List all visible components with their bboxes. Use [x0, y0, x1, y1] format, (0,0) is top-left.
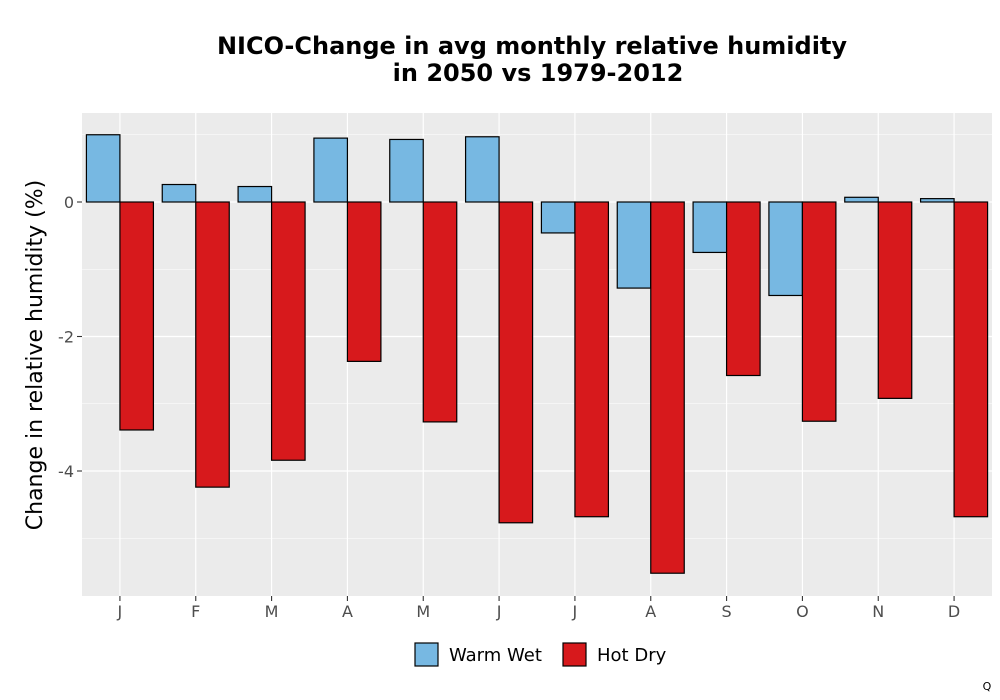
y-tick-label: -4 [58, 462, 74, 481]
bar-hot-dry [725, 201, 761, 377]
x-tick-label: A [645, 602, 656, 621]
bar-hot-dry [346, 201, 382, 362]
x-tick-label: S [722, 602, 732, 621]
bar-hot-dry [801, 201, 837, 422]
bar-hot-dry [877, 201, 913, 399]
plot-panel [82, 113, 992, 596]
minor-gridlines [82, 134, 992, 539]
x-tick-label: M [265, 602, 279, 621]
bar-hot-dry [953, 201, 989, 518]
bar-warm-wet [919, 198, 955, 203]
bar-hot-dry [574, 201, 610, 518]
x-tick-label: N [872, 602, 884, 621]
x-tick-label: J [496, 602, 502, 621]
corner-mark: Q [983, 680, 992, 693]
bar-hot-dry [195, 201, 230, 488]
chart-title-line-2: in 2050 vs 1979-2012 [393, 59, 684, 87]
x-tick-label: F [191, 602, 200, 621]
bar-warm-wet [85, 134, 121, 203]
y-tick-label: 0 [64, 193, 74, 212]
legend-key-warm-wet [414, 642, 439, 667]
bar-warm-wet [237, 185, 273, 203]
x-tick-label: J [572, 602, 578, 621]
bar-hot-dry [422, 201, 458, 423]
chart-title: NICO-Change in avg monthly relative humi… [217, 32, 847, 87]
y-tick-label: -2 [58, 328, 74, 347]
bar-hot-dry [270, 201, 306, 461]
legend: Warm Wet Hot Dry [414, 642, 667, 667]
bar-warm-wet [464, 136, 500, 203]
bar-warm-wet [768, 201, 804, 297]
legend-key-hot-dry [562, 642, 587, 667]
bar-warm-wet [161, 183, 197, 203]
bars [85, 134, 989, 574]
bar-hot-dry [650, 201, 685, 574]
x-tick-label: J [117, 602, 123, 621]
legend-label-warm-wet: Warm Wet [449, 645, 542, 666]
bar-warm-wet [844, 196, 879, 203]
bar-warm-wet [313, 137, 349, 203]
y-axis: 0 -2 -4 [58, 193, 82, 481]
x-tick-label: D [948, 602, 960, 621]
bar-warm-wet [692, 201, 728, 254]
bar-hot-dry [119, 201, 155, 431]
bar-warm-wet [540, 201, 576, 234]
bar-warm-wet [389, 138, 424, 203]
x-tick-label: O [796, 602, 809, 621]
legend-label-hot-dry: Hot Dry [597, 645, 667, 666]
x-tick-label: M [416, 602, 430, 621]
x-tick-label: A [342, 602, 353, 621]
bar-hot-dry [498, 201, 534, 524]
y-axis-title: Change in relative humidity (%) [23, 180, 48, 530]
bar-warm-wet [616, 201, 652, 289]
chart-title-line-1: NICO-Change in avg monthly relative humi… [217, 32, 847, 60]
